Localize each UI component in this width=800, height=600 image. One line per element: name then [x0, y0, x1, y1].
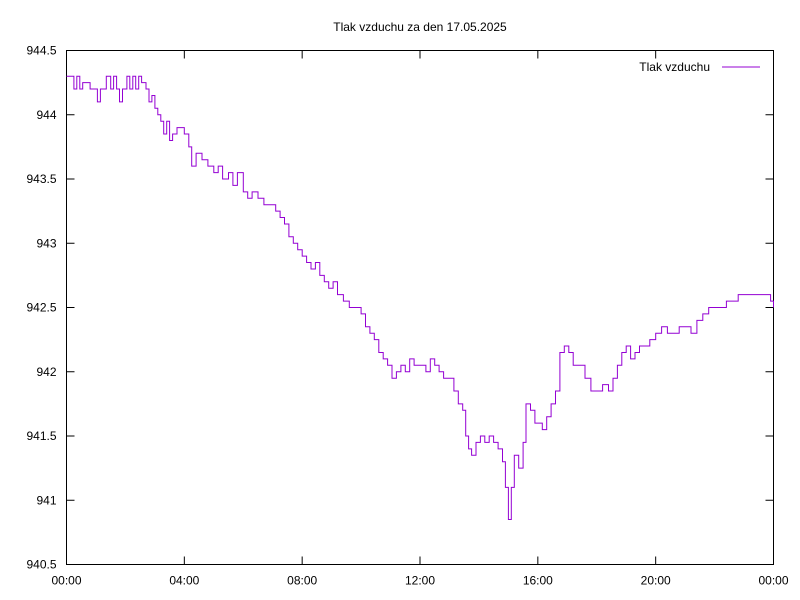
- series-line: [66, 75, 774, 520]
- x-tick-label: 08:00: [287, 574, 317, 588]
- axis-ticks: [66, 50, 774, 565]
- y-tick-label: 940.5: [26, 558, 56, 572]
- x-tick-label: 00:00: [758, 574, 788, 588]
- y-tick-label: 944: [36, 108, 56, 122]
- x-tick-label: 20:00: [641, 574, 671, 588]
- x-tick-label: 04:00: [169, 574, 199, 588]
- axis-tick-labels: 940.5 941 941.5 942 942.5 943 943.5 944 944.5 00:…: [26, 44, 788, 588]
- y-tick-label: 944.5: [26, 44, 56, 58]
- y-tick-label: 941.5: [26, 429, 56, 443]
- y-tick-label: 943: [36, 236, 56, 250]
- plot-frame: [66, 50, 774, 565]
- y-tick-label: 943.5: [26, 172, 56, 186]
- x-tick-label: 16:00: [523, 574, 553, 588]
- chart-title: Tlak vzduchu za den 17.05.2025: [333, 20, 507, 34]
- y-tick-label: 942.5: [26, 301, 56, 315]
- legend: Tlak vzduchu: [639, 60, 760, 74]
- y-tick-label: 942: [36, 365, 56, 379]
- x-tick-label: 12:00: [405, 574, 435, 588]
- legend-label: Tlak vzduchu: [639, 60, 710, 74]
- x-tick-label: 00:00: [51, 574, 81, 588]
- y-tick-label: 941: [36, 493, 56, 507]
- series-layer: [66, 75, 774, 520]
